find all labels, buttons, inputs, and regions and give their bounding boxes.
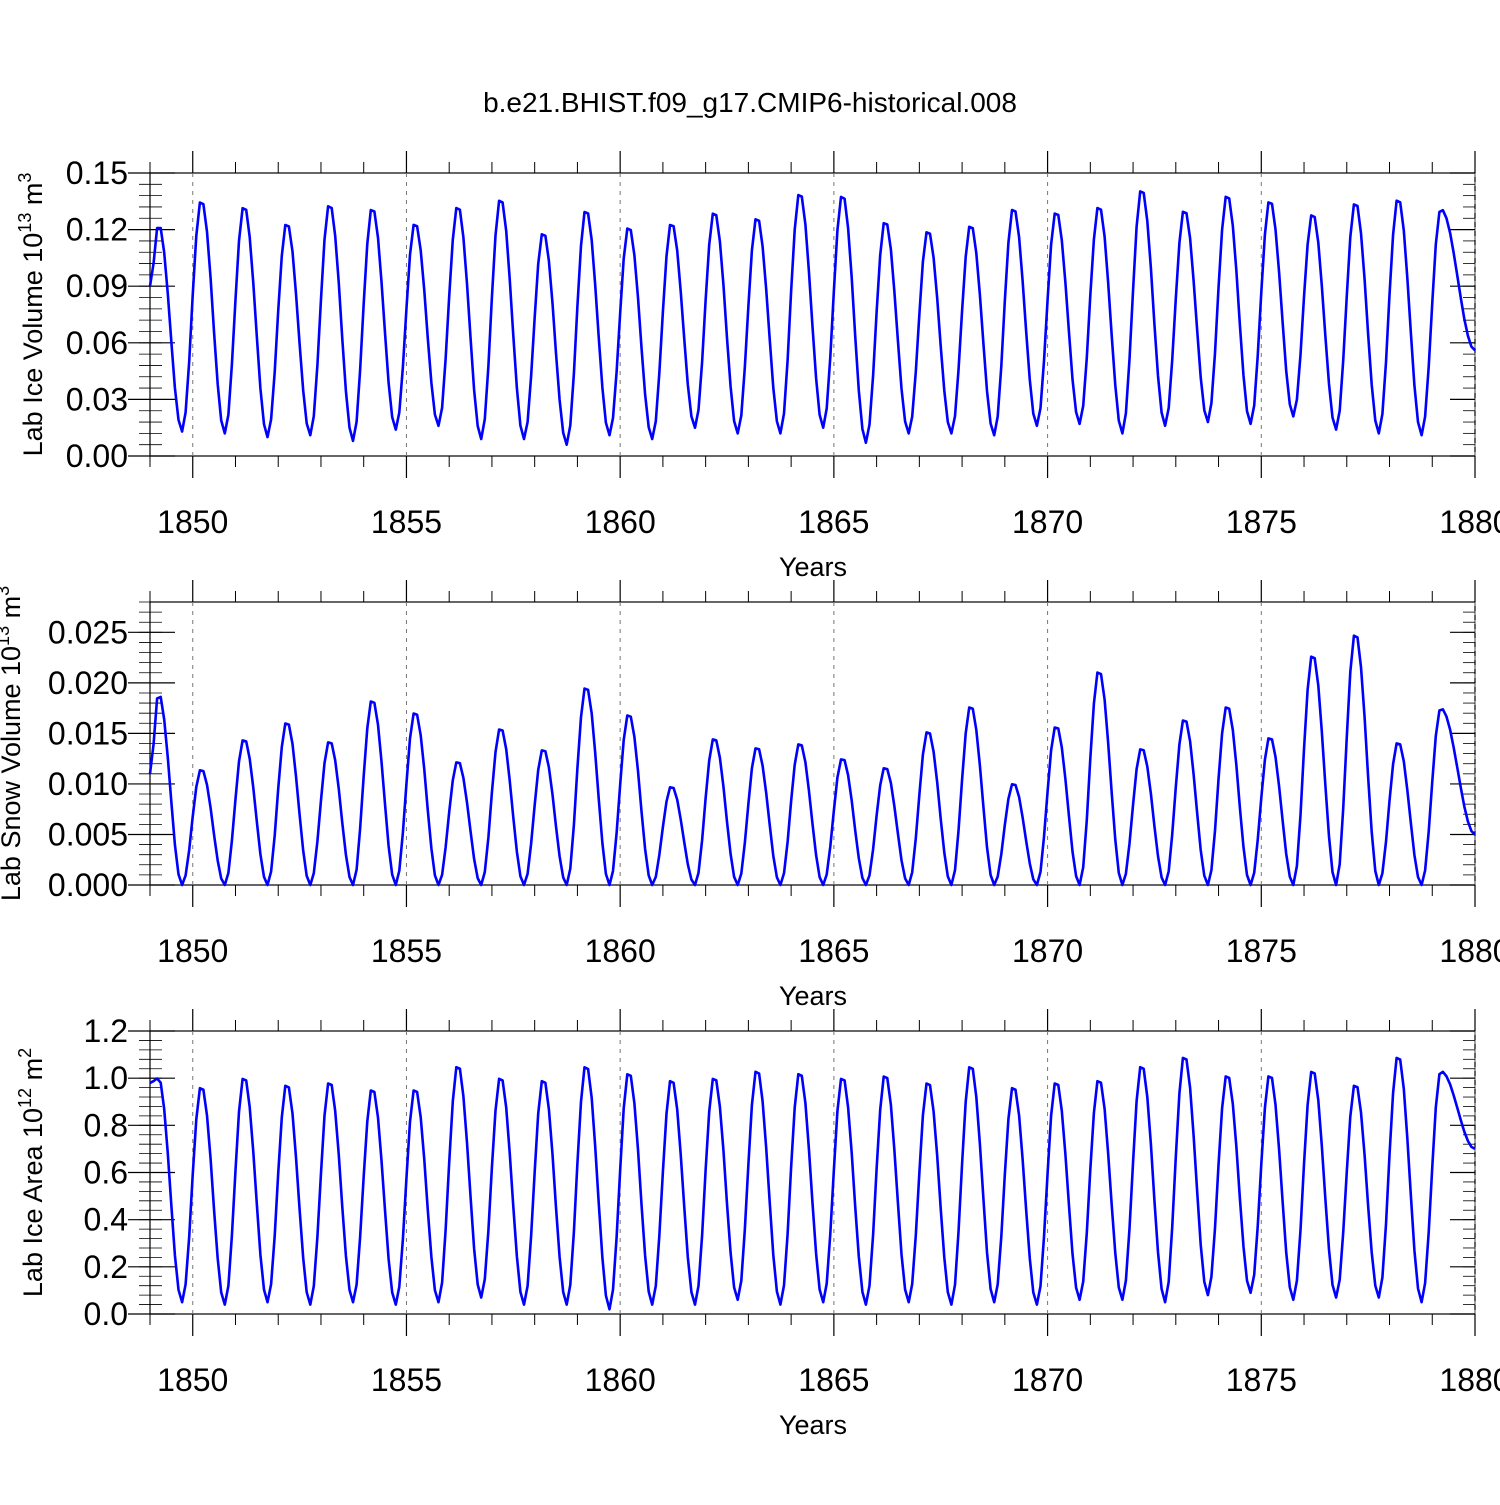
panel-3-ylabel-part: 12 [15,1088,35,1108]
panel-1-frame [149,172,1476,457]
panel-3-ytick-label: 0.6 [84,1155,128,1191]
panel-3-xtick-label: 1860 [585,1362,656,1398]
panel-2-ytick-label: 0.020 [48,665,128,701]
panel-2-xtick-label: 1870 [1012,933,1083,969]
panel-1-ytick-label: 0.00 [66,438,128,474]
panel-3-xlabel: Years [779,1410,847,1440]
panel-2-frame [149,601,1476,886]
panel-2-xtick-label: 1860 [585,933,656,969]
panel-2-xtick-label: 1875 [1226,933,1297,969]
panel-1-ylabel-part: Lab Ice Volume 10 [18,233,48,457]
panel-3-ylabel-part: m [18,1058,48,1088]
panel-2-series-line [148,634,1476,887]
panel-2-xtick-label: 1865 [798,933,869,969]
panel-3-xtick-label: 1875 [1226,1362,1297,1398]
panel-3-ytick-label: 0.2 [84,1249,128,1285]
panel-1-ylabel-part: 3 [15,173,35,183]
panel-3-xtick-label: 1870 [1012,1362,1083,1398]
panel-1-xtick-label: 1875 [1226,504,1297,540]
panel-1-xtick-label: 1855 [371,504,442,540]
panel-3-xtick-label: 1850 [157,1362,228,1398]
panel-2-xtick-label: 1855 [371,933,442,969]
panel-2-ytick-label: 0.000 [48,867,128,903]
panel-3-xtick-label: 1855 [371,1362,442,1398]
panel-2-ytick-label: 0.005 [48,816,128,852]
panel-3-ytick-label: 0.0 [84,1296,128,1332]
panel-1-ytick-label: 0.09 [66,268,128,304]
panel-2-xtick-label: 1850 [157,933,228,969]
panel-1-series-line [148,190,1476,446]
panel-3-ytick-label: 1.2 [84,1013,128,1049]
panel-2-xlabel: Years [779,981,847,1011]
panel-2-ylabel: Lab Snow Volume 1013 m3 [0,586,26,901]
panel-3-ylabel-part: 2 [15,1048,35,1058]
panel-3-xtick-label: 1865 [798,1362,869,1398]
panel-2-ytick-label: 0.015 [48,715,128,751]
panel-3-ylabel: Lab Ice Area 1012 m2 [15,1048,48,1297]
panel-3-series-line [149,1056,1476,1311]
panel-3-ytick-label: 0.4 [84,1202,128,1238]
panel-3-ytick-label: 1.0 [84,1060,128,1096]
panel-1-ytick-label: 0.06 [66,325,128,361]
panel-1-ytick-label: 0.12 [66,212,128,248]
panel-1-ylabel: Lab Ice Volume 1013 m3 [15,173,48,457]
panel-2-ytick-label: 0.025 [48,614,128,650]
panel-2-ylabel-part: 3 [0,586,13,596]
chart-title: b.e21.BHIST.f09_g17.CMIP6-historical.008 [483,87,1017,118]
panel-3-ytick-label: 0.8 [84,1107,128,1143]
panel-2-ytick-label: 0.010 [48,766,128,802]
panel-1-ytick-label: 0.03 [66,381,128,417]
panel-2-ylabel-part: 13 [0,626,13,646]
panel-1-xlabel: Years [779,552,847,582]
panel-1-ylabel-part: 13 [15,213,35,233]
panel-1-ytick-label: 0.15 [66,155,128,191]
panel-3-ylabel-part: Lab Ice Area 10 [18,1108,48,1297]
panel-2-ylabel-part: m [0,596,26,626]
panel-1-xtick-label: 1870 [1012,504,1083,540]
panel-1-ylabel-part: m [18,183,48,213]
panel-1-xtick-label: 1850 [157,504,228,540]
panel-1-xtick-label: 1860 [585,504,656,540]
panel-2-ylabel-part: Lab Snow Volume 10 [0,646,26,901]
panel-1-xtick-label: 1865 [798,504,869,540]
